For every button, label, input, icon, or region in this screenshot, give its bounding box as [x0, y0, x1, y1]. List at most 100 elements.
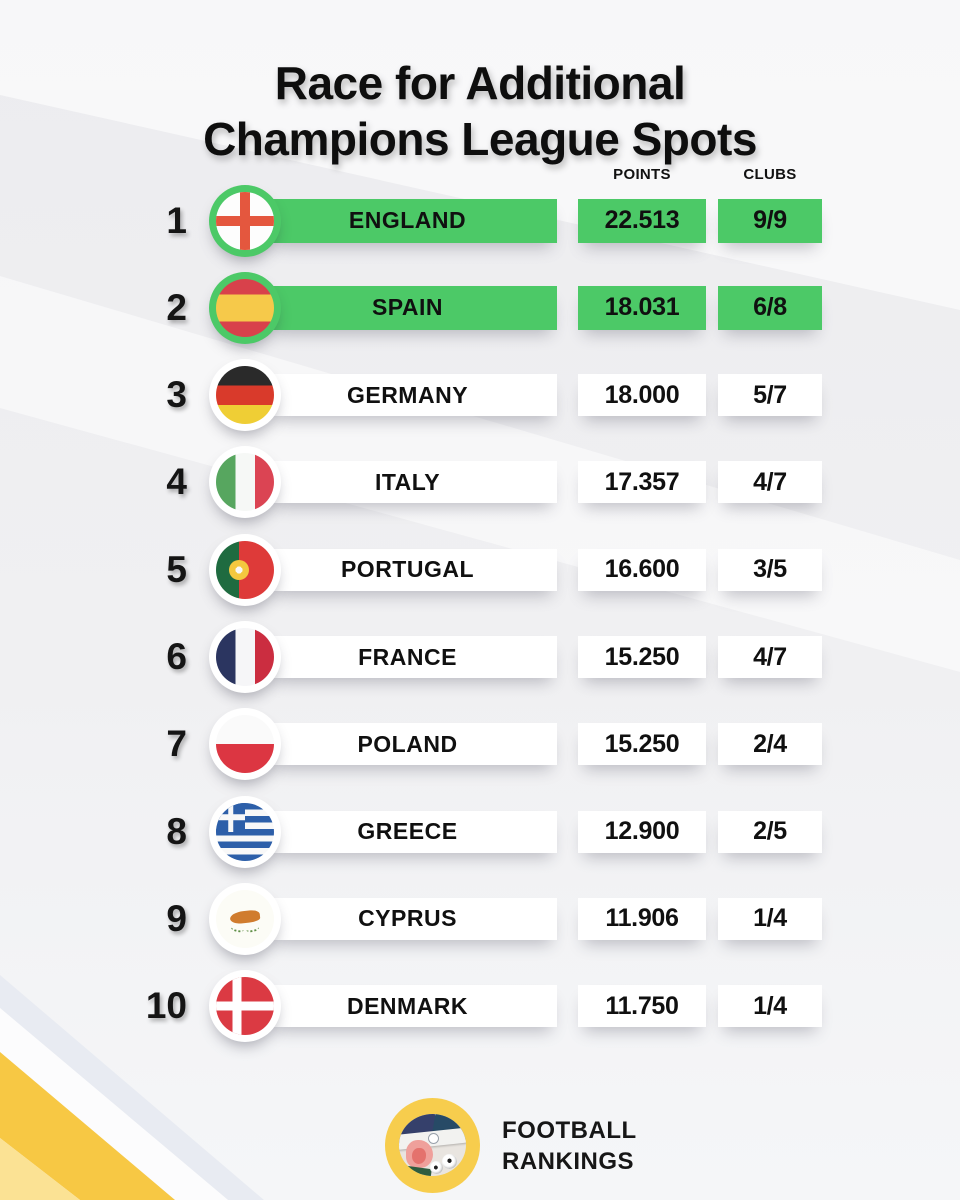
country-name-bar: FRANCE	[270, 636, 557, 678]
ranking-row-poland: 7 POLAND 15.250 2/4	[0, 707, 960, 781]
country-label: SPAIN	[371, 294, 444, 321]
cyprus-flag-icon-art	[216, 889, 274, 948]
rank-number: 2	[166, 286, 187, 328]
country-label: ENGLAND	[348, 207, 467, 233]
points-text: 15.250	[604, 729, 680, 758]
italy-flag-icon-art	[216, 453, 274, 512]
country-label: FRANCE	[358, 643, 457, 670]
clubs-text: 1/4	[753, 991, 787, 1020]
rank-number: 7	[166, 723, 187, 765]
brand-line-1: FOOTBALL	[502, 1116, 637, 1144]
points-value: 15.250	[578, 723, 706, 766]
germany-flag-icon-art	[216, 366, 274, 425]
ranking-row-france: 6 FRANCE 15.250 4/7	[0, 620, 960, 694]
rank-number: 10	[145, 985, 187, 1027]
england-flag-icon-art	[216, 191, 274, 250]
clubs-text: 4/7	[753, 642, 787, 671]
spain-flag-icon-art	[216, 278, 274, 337]
points-text: 22.513	[604, 206, 680, 234]
clubs-value: 4/7	[718, 636, 822, 678]
country-name-bar: POLAND	[270, 723, 557, 766]
ranking-row-denmark: 10 DENMARK 11.750 1/4	[0, 969, 960, 1043]
poland-flag-icon-art	[216, 715, 274, 774]
title-line-1: Race for Additional	[274, 56, 686, 109]
clubs-text: 3/5	[753, 555, 787, 584]
points-text: 11.906	[605, 904, 679, 933]
clubs-value: 2/4	[718, 723, 822, 766]
clubs-value: 6/8	[718, 285, 822, 330]
clubs-value: 5/7	[718, 374, 822, 417]
country-name-bar: GERMANY	[270, 374, 557, 417]
spain-flag-icon	[209, 271, 281, 344]
points-value: 18.000	[578, 374, 706, 417]
points-value: 17.357	[578, 461, 706, 504]
portugal-flag-icon-art	[216, 540, 274, 599]
ranking-row-greece: 8 GREECE 12.900 2/5	[0, 795, 960, 869]
rank-number: 3	[166, 374, 187, 416]
points-value: 11.750	[578, 985, 706, 1028]
country-name-bar: SPAIN	[270, 285, 557, 330]
country-label: POLAND	[357, 730, 458, 757]
country-name-bar: DENMARK	[270, 985, 557, 1028]
germany-flag-icon	[209, 359, 281, 432]
ranking-row-portugal: 5 PORTUGAL 16.600 3/5	[0, 533, 960, 607]
points-text: 12.900	[604, 817, 680, 846]
ranking-row-cyprus: 9 CYPRUS 11.906 1/4	[0, 882, 960, 956]
country-label: ITALY	[374, 468, 441, 495]
points-value: 15.250	[578, 636, 706, 678]
country-name-bar: CYPRUS	[270, 897, 557, 940]
country-name-bar: GREECE	[270, 810, 557, 853]
poland-flag-icon	[209, 708, 281, 781]
country-label: GREECE	[357, 818, 458, 845]
ranking-row-italy: 4 ITALY 17.357 4/7	[0, 445, 960, 519]
clubs-text: 4/7	[753, 467, 787, 496]
country-name-bar: ENGLAND	[270, 198, 557, 243]
rank-number: 9	[166, 897, 187, 939]
points-text: 17.357	[604, 467, 680, 496]
country-label: GERMANY	[346, 381, 469, 408]
rank-number: 6	[166, 636, 187, 677]
points-value: 12.900	[578, 810, 706, 853]
ranking-row-england: 1 ENGLAND 22.513 9/9	[0, 184, 960, 258]
clubs-text: 5/7	[753, 380, 787, 409]
title-line-2: Champions League Spots	[203, 112, 757, 165]
page-title: Race for Additional Champions League Spo…	[0, 55, 960, 167]
portugal-flag-icon	[209, 533, 281, 606]
france-flag-icon	[209, 621, 281, 693]
cyprus-flag-icon	[209, 882, 281, 955]
country-name-bar: ITALY	[270, 461, 557, 504]
rank-number: 5	[166, 548, 187, 590]
france-flag-icon-art	[216, 628, 274, 686]
points-text: 11.750	[605, 991, 679, 1020]
points-value: 18.031	[578, 285, 706, 330]
points-text: 18.031	[604, 293, 680, 322]
clubs-value: 1/4	[718, 985, 822, 1028]
rank-number: 1	[166, 199, 187, 241]
clubs-value: 3/5	[718, 548, 822, 591]
points-value: 22.513	[578, 198, 706, 243]
brand-line-2: RANKINGS	[502, 1147, 635, 1175]
country-label: PORTUGAL	[340, 556, 475, 583]
points-column-header: POINTS	[613, 166, 671, 183]
points-value: 11.906	[578, 897, 706, 940]
clubs-text: 2/4	[753, 729, 787, 758]
rank-number: 8	[166, 810, 187, 852]
brand-name: FOOTBALL RANKINGS	[502, 1115, 637, 1177]
clubs-value: 1/4	[718, 897, 822, 940]
rank-number: 4	[166, 461, 187, 503]
points-text: 15.250	[604, 642, 680, 671]
clubs-value: 9/9	[718, 198, 822, 243]
clubs-column-header: CLUBS	[743, 166, 797, 183]
denmark-flag-icon	[209, 970, 281, 1043]
england-flag-icon	[209, 184, 281, 257]
points-text: 18.000	[604, 380, 680, 409]
greece-flag-icon-art	[216, 802, 274, 861]
clubs-text: 6/8	[753, 293, 787, 322]
country-label: CYPRUS	[358, 905, 457, 932]
clubs-text: 1/4	[753, 904, 787, 933]
italy-flag-icon	[209, 446, 281, 519]
clubs-value: 4/7	[718, 461, 822, 504]
logo-collage	[399, 1114, 466, 1176]
ranking-row-spain: 2 SPAIN 18.031 6/8	[0, 271, 960, 345]
